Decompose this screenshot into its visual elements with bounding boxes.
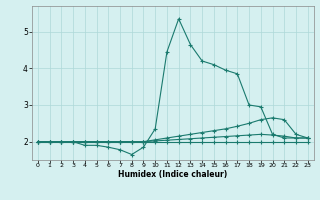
X-axis label: Humidex (Indice chaleur): Humidex (Indice chaleur) bbox=[118, 170, 228, 179]
